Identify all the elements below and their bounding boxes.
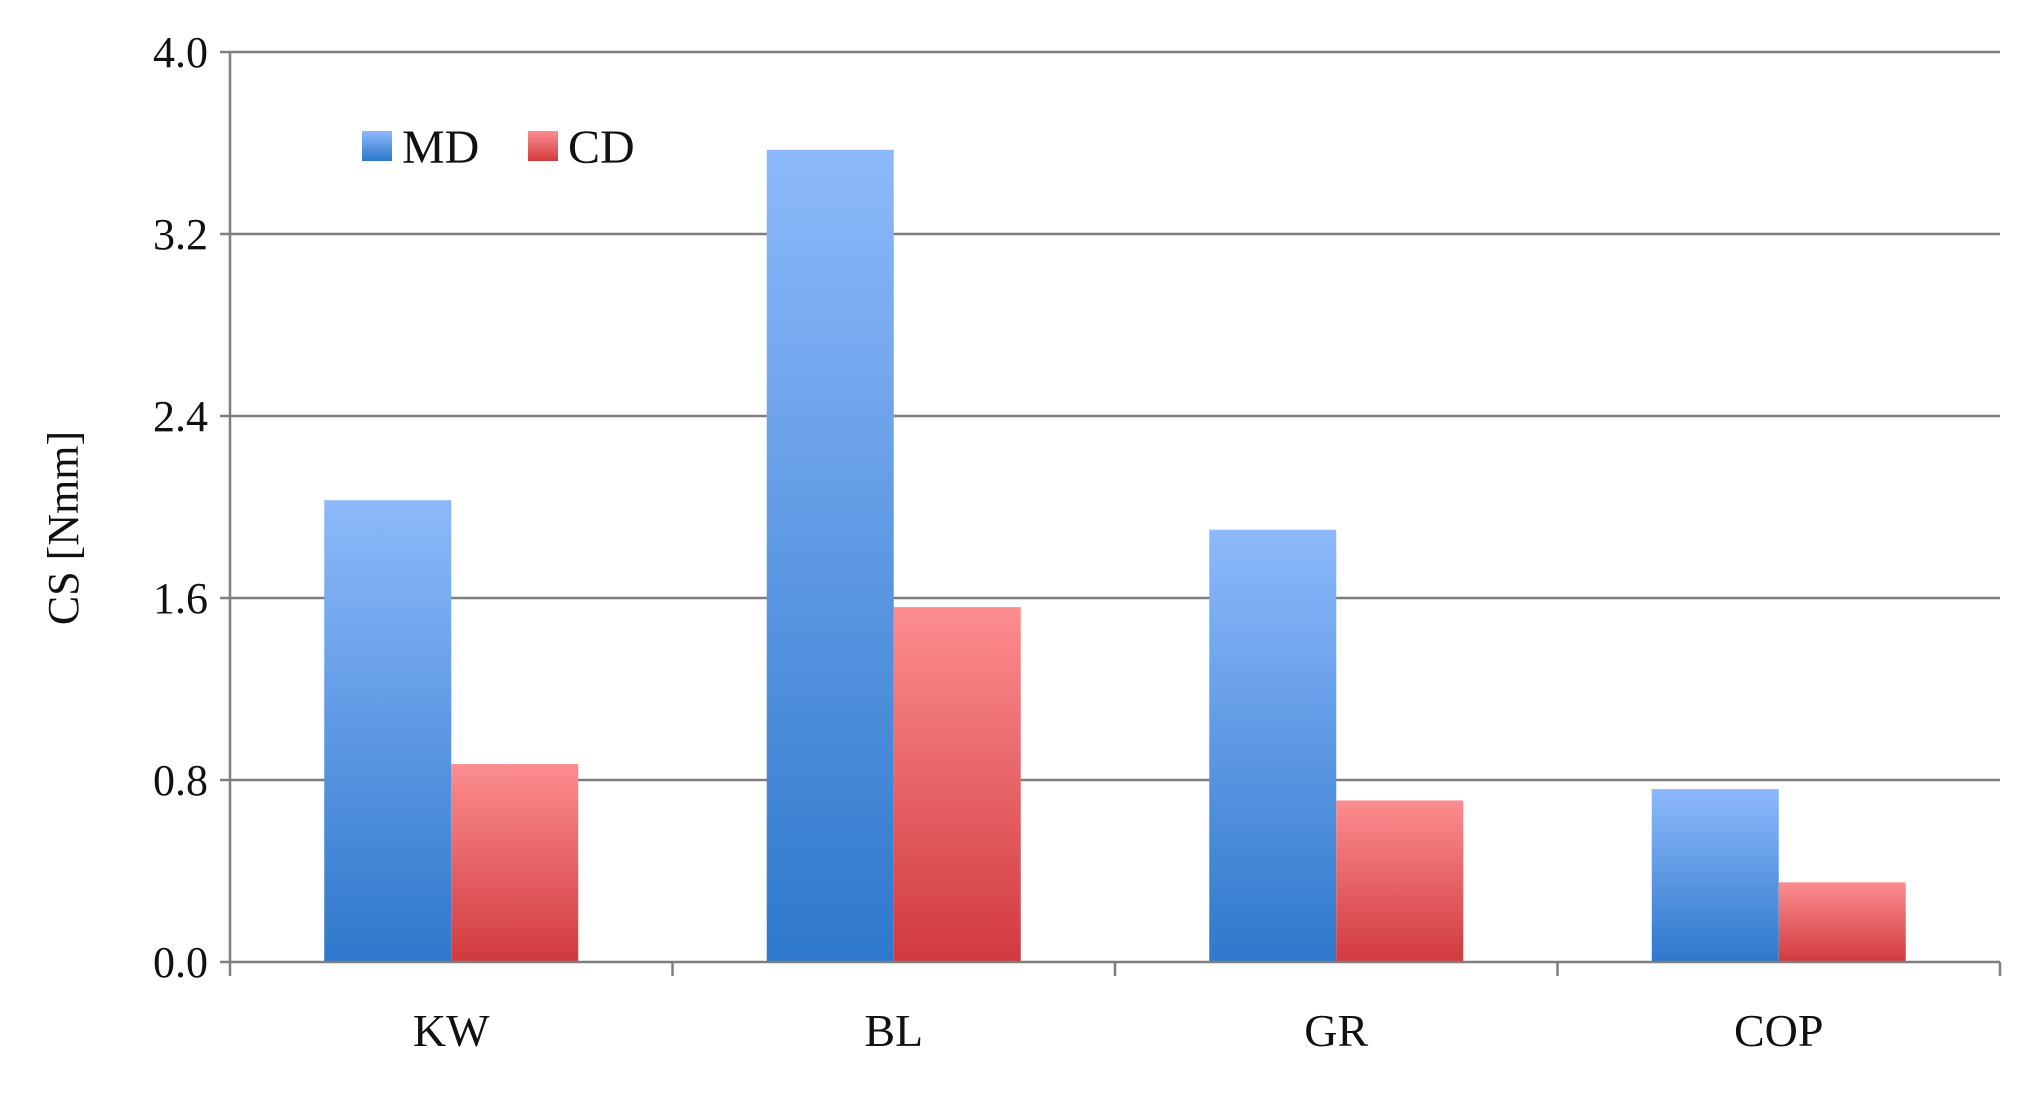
bar-md-kw xyxy=(324,500,452,962)
x-category-label-cop: COP xyxy=(1734,1005,1823,1056)
y-tick-label-0: 0.0 xyxy=(153,938,208,987)
bar-md-cop xyxy=(1651,789,1779,962)
bar-cd-kw xyxy=(451,764,579,962)
legend-swatch-md xyxy=(362,131,392,161)
bar-md-bl xyxy=(766,149,894,962)
y-axis-title: CS [Nmm] xyxy=(39,431,88,625)
grid-lines xyxy=(230,50,2000,782)
legend-swatch-cd xyxy=(528,131,558,161)
bar-cd-cop xyxy=(1778,882,1906,962)
bar-cd-gr xyxy=(1336,800,1464,962)
legend-label-md: MD xyxy=(402,121,479,174)
legend-label-cd: CD xyxy=(568,121,635,174)
y-tick-label-4: 3.2 xyxy=(153,210,208,259)
legend: MD CD xyxy=(362,121,635,174)
y-tick-label-2: 1.6 xyxy=(153,574,208,623)
bars xyxy=(324,149,1906,962)
y-tick-label-5: 4.0 xyxy=(153,28,208,77)
y-tick-label-3: 2.4 xyxy=(153,392,208,441)
y-tick-label-1: 0.8 xyxy=(153,756,208,805)
x-category-label-kw: KW xyxy=(413,1005,490,1056)
bar-md-gr xyxy=(1209,529,1337,962)
tick-labels: 0.0 0.8 1.6 2.4 3.2 4.0 KW BL GR COP xyxy=(153,28,1823,1056)
x-category-label-gr: GR xyxy=(1304,1005,1368,1056)
bar-cd-bl xyxy=(893,607,1021,962)
axes xyxy=(220,50,2002,976)
x-category-label-bl: BL xyxy=(864,1005,923,1056)
